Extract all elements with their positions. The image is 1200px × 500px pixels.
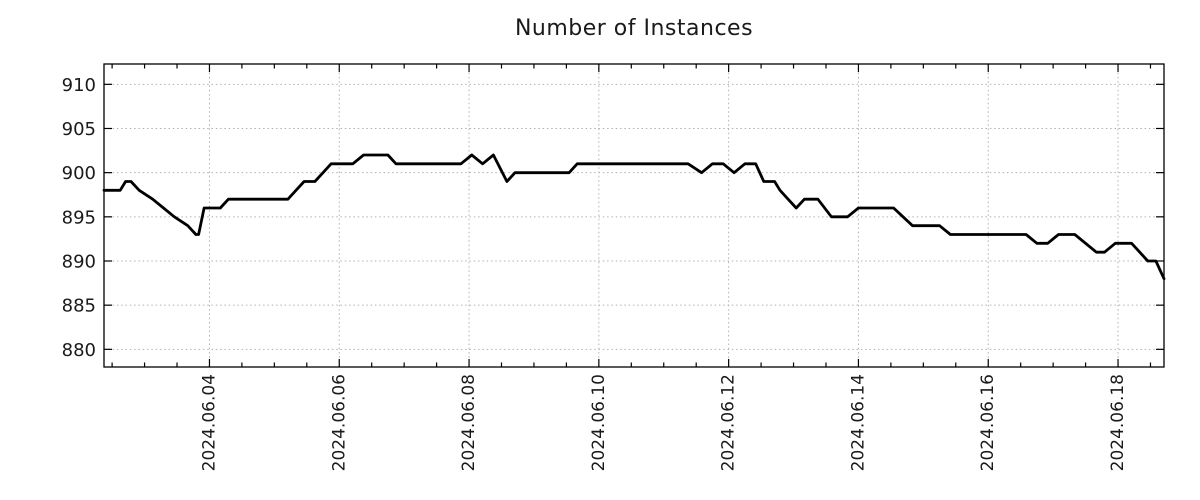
axis-ticks [104, 64, 1164, 367]
x-tick-label: 2024.06.06 [329, 374, 349, 471]
grid-lines [104, 64, 1164, 367]
x-tick-label: 2024.06.14 [848, 374, 868, 471]
y-tick-label: 885 [62, 296, 96, 317]
y-tick-label: 890 [62, 251, 96, 272]
x-tick-label: 2024.06.16 [978, 374, 998, 471]
axis-tick-labels: 880 885 890 895 900 905 910 2024.06.04 2024.06.0… [62, 75, 1128, 472]
x-tick-label: 2024.06.08 [459, 374, 479, 471]
x-tick-label: 2024.06.18 [1108, 374, 1128, 471]
y-tick-label: 905 [62, 119, 96, 140]
y-tick-label: 900 [62, 163, 96, 184]
x-tick-label: 2024.06.10 [589, 374, 609, 471]
y-tick-label: 910 [62, 75, 96, 96]
plot-border [103, 63, 1165, 368]
y-tick-label: 880 [62, 340, 96, 361]
x-tick-label: 2024.06.12 [719, 374, 739, 471]
series-line-instances [102, 153, 1166, 281]
chart-title: Number of Instances [514, 16, 754, 41]
y-tick-label: 895 [62, 207, 96, 228]
x-tick-label: 2024.06.04 [199, 374, 219, 471]
